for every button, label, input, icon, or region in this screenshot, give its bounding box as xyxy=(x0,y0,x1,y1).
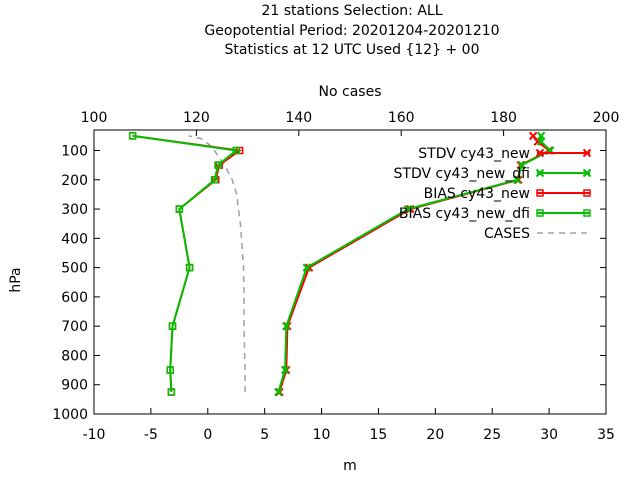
data-point xyxy=(282,321,291,331)
data-point xyxy=(582,148,592,158)
series-cases xyxy=(188,135,246,392)
series-stdv-cy43-new-dfi xyxy=(274,131,555,397)
x2-tick-label: 140 xyxy=(285,110,312,126)
data-point xyxy=(175,205,184,213)
x2-axis-label: No cases xyxy=(319,84,382,100)
x-tick-label: 5 xyxy=(260,427,269,443)
y-tick-label: 300 xyxy=(61,202,88,218)
data-point xyxy=(128,132,137,140)
x2-tick-label: 100 xyxy=(81,110,108,126)
data-point xyxy=(214,161,222,169)
x-axis-label: m xyxy=(343,458,357,474)
data-point xyxy=(274,387,283,397)
data-point xyxy=(185,263,194,272)
x2-tick-label: 160 xyxy=(388,110,415,126)
legend-label: STDV cy43_new xyxy=(418,146,530,162)
legend-label: STDV cy43_new_dfi xyxy=(394,166,530,182)
chart-title: 21 stations Selection: ALL Geopotential … xyxy=(204,3,499,58)
data-point xyxy=(403,204,413,214)
series-line xyxy=(132,134,239,393)
data-point xyxy=(528,131,538,141)
title-line-2: Geopotential Period: 20201204-20201210 xyxy=(204,23,499,39)
title-line-1: 21 stations Selection: ALL xyxy=(261,3,442,19)
data-point xyxy=(583,209,591,217)
title-line-3: Statistics at 12 UTC Used {12} + 00 xyxy=(224,42,479,58)
y-tick-label: 400 xyxy=(61,231,88,247)
x-tick-label: 10 xyxy=(313,427,331,443)
y-tick-label: 100 xyxy=(61,143,88,159)
y-tick-label: 600 xyxy=(61,290,88,306)
y-tick-label: 900 xyxy=(61,378,88,394)
x-tick-label: -10 xyxy=(83,427,106,443)
x-tick-label: 0 xyxy=(203,427,212,443)
data-point xyxy=(280,365,290,375)
y-tick-label: 500 xyxy=(61,261,88,277)
data-point xyxy=(536,189,544,197)
data-point xyxy=(513,175,522,184)
data-point xyxy=(517,160,527,170)
x-tick-label: 25 xyxy=(483,427,501,443)
legend-label: BIAS cy43_new_dfi xyxy=(399,206,530,222)
y-tick-label: 1000 xyxy=(52,407,88,423)
axis-ticks: -10 -5 0 5 10 15 20 25 30 35 100 120 140 160 180 200 100… xyxy=(52,110,619,443)
x-tick-label: 20 xyxy=(426,427,444,443)
y-tick-label: 200 xyxy=(61,173,88,189)
legend-label: CASES xyxy=(484,226,530,242)
series-bias-cy43-new-dfi xyxy=(128,132,240,396)
data-point xyxy=(583,189,591,197)
y-tick-label: 800 xyxy=(61,348,88,364)
x2-tick-label: 120 xyxy=(183,110,210,126)
data-point xyxy=(536,131,546,141)
y-axis-label: hPa xyxy=(8,267,24,292)
series-line xyxy=(188,135,246,392)
plot-frame xyxy=(93,129,607,415)
data-point xyxy=(535,148,545,158)
data-point xyxy=(210,176,219,184)
series-layer xyxy=(128,131,555,397)
y-tick-label: 700 xyxy=(61,319,88,335)
data-point xyxy=(536,209,544,217)
data-point xyxy=(535,168,545,178)
data-point xyxy=(166,366,174,374)
data-point xyxy=(168,322,177,330)
series-line xyxy=(277,135,552,393)
legend-label: BIAS cy43_new xyxy=(424,186,530,202)
data-point xyxy=(167,388,176,396)
x-tick-label: 30 xyxy=(540,427,558,443)
legend: STDV cy43_new STDV cy43_new_dfi BIAS cy43_… xyxy=(394,146,592,242)
x-tick-label: -5 xyxy=(144,427,158,443)
x-tick-label: 35 xyxy=(597,427,615,443)
x2-tick-label: 180 xyxy=(490,110,517,126)
x-tick-label: 15 xyxy=(370,427,388,443)
x2-tick-label: 200 xyxy=(593,110,620,126)
data-point xyxy=(582,168,592,178)
data-point xyxy=(302,263,311,272)
data-point xyxy=(232,146,240,155)
